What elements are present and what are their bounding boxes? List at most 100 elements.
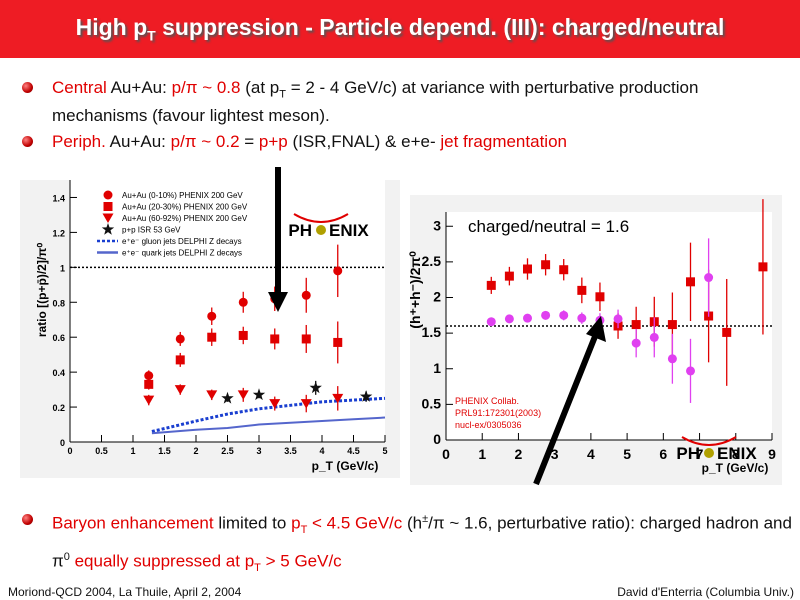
jet-curve-solid [151,416,386,435]
data-point-square [523,264,532,274]
data-point-square [144,379,154,389]
x-tick-label: 1 [130,446,135,456]
citation-line: PHENIX Collab. [455,396,519,406]
phenix-logo-right: ENIX [717,444,757,463]
citation-line: PRL91:172301(2003) [455,408,541,418]
data-point-circle [613,314,623,324]
data-point-star [221,391,234,404]
data-point-circle [631,338,641,348]
data-point-square [238,330,248,340]
data-point-triangle-down [174,385,186,395]
slide-title: High pT suppression - Particle depend. (… [75,14,725,44]
data-point-triangle-down [300,399,312,409]
data-point-square [301,334,311,344]
data-point-square [504,271,514,281]
x-tick-label: 3 [551,446,559,462]
x-axis-label: p_T (GeV/c) [312,459,379,473]
arrow-down-head [268,292,288,312]
x-tick-label: 4.5 [347,446,360,456]
data-point-circle [686,366,695,376]
plot-frame [446,212,772,440]
x-tick-label: 8 [732,446,740,462]
y-tick-label: 0.6 [52,333,65,343]
bullet-text: Periph. Au+Au: p/π ~ 0.2 = p+p (ISR,FNAL… [52,132,567,151]
chart-right: 0 1 2 3 4 5 6 7 8 9 0 0.5 1 1.5 2 2.5 3 p_T (GeV/c) (h⁺+h⁻… [407,199,776,475]
data-point-square [722,327,732,337]
phenix-bird-icon [704,448,714,458]
y-tick-label: 0.4 [52,368,65,378]
legend-marker [102,213,114,223]
bullet-icon [22,136,33,147]
footer-right: David d'Enterria (Columbia Univ.) [617,585,794,599]
data-point-star [252,388,266,401]
data-point-circle [541,310,551,320]
data-point-square [559,265,569,275]
x-tick-label: 0 [67,446,72,456]
y-tick-label: 1 [60,263,65,273]
x-tick-label: 2.5 [221,446,234,456]
data-point-square [686,277,695,287]
data-point-triangle-down [143,395,155,406]
phenix-logo-left: PH [676,444,700,463]
x-tick-label: 2 [193,446,198,456]
x-tick-label: 5 [623,446,631,462]
legend-label: Au+Au (20-30%) PHENIX 200 GeV [122,203,248,212]
x-tick-label: 0.5 [95,446,108,456]
legend-label: e⁺e⁻ gluon jets DELPHI Z decays [122,237,242,246]
legend-label: Au+Au (60-92%) PHENIX 200 GeV [122,214,248,223]
x-tick-label: 5 [382,446,387,456]
title-bar [0,0,800,58]
x-tick-label: 3 [256,446,261,456]
data-point-square [758,262,768,272]
chart-annotation: charged/neutral = 1.6 [468,217,629,236]
phenix-logo-arc [681,436,737,446]
y-tick-label: 2 [433,289,441,305]
chart-left: 0 0.5 1 1.5 2 2.5 3 3.5 4 4.5 5 0 0.2 0.4 0.6 0.8 1 1.2 1.… [35,180,388,473]
legend-label: p+p ISR 53 GeV [122,226,181,235]
data-point-square [631,320,641,330]
bullet-text: Central Au+Au: p/π ~ 0.8 (at pT = 2 - 4 … [52,78,699,126]
data-point-square [577,285,587,295]
data-point-square [667,320,677,330]
citation-line: nucl-ex/0305036 [455,420,522,430]
phenix-logo-left: PH [288,221,312,240]
data-point-circle [504,314,514,324]
phenix-logo-right: ENIX [329,221,369,240]
legend-marker [103,190,113,200]
data-point-circle [523,313,532,323]
bullet-icon [22,82,33,93]
data-point-circle [301,290,311,300]
data-point-star [359,390,373,402]
data-point-triangle-down [269,399,281,409]
data-point-circle [175,334,185,344]
data-point-circle [704,273,714,283]
y-tick-label: 3 [433,217,441,233]
data-point-star [309,381,322,394]
data-point-square [270,334,280,344]
y-tick-label: 1.2 [52,228,65,238]
phenix-bird-icon [316,225,326,235]
data-point-square [207,332,217,342]
x-tick-label: 4 [319,446,324,456]
x-tick-label: 1.5 [158,446,171,456]
legend-label: e⁺e⁻ quark jets DELPHI Z decays [122,249,242,258]
footer-left: Moriond-QCD 2004, La Thuile, April 2, 20… [8,585,242,599]
data-point-circle [559,310,569,320]
data-point-square [333,337,343,347]
data-point-circle [577,313,587,323]
y-axis-label: ratio [(p+p̄)/2]/π⁰ [35,243,49,338]
x-tick-label: 9 [768,446,776,462]
x-tick-label: 1 [478,446,486,462]
data-point-circle [144,371,154,381]
arrow-up [533,332,599,486]
data-point-circle [333,266,343,276]
data-point-triangle-down [237,390,249,400]
y-tick-label: 0 [433,431,441,447]
x-tick-label: 7 [696,446,704,462]
data-point-triangle-down [206,390,218,400]
x-tick-label: 0 [442,446,450,462]
x-tick-label: 2 [515,446,523,462]
y-tick-label: 2.5 [422,253,442,269]
x-tick-label: 6 [659,446,667,462]
